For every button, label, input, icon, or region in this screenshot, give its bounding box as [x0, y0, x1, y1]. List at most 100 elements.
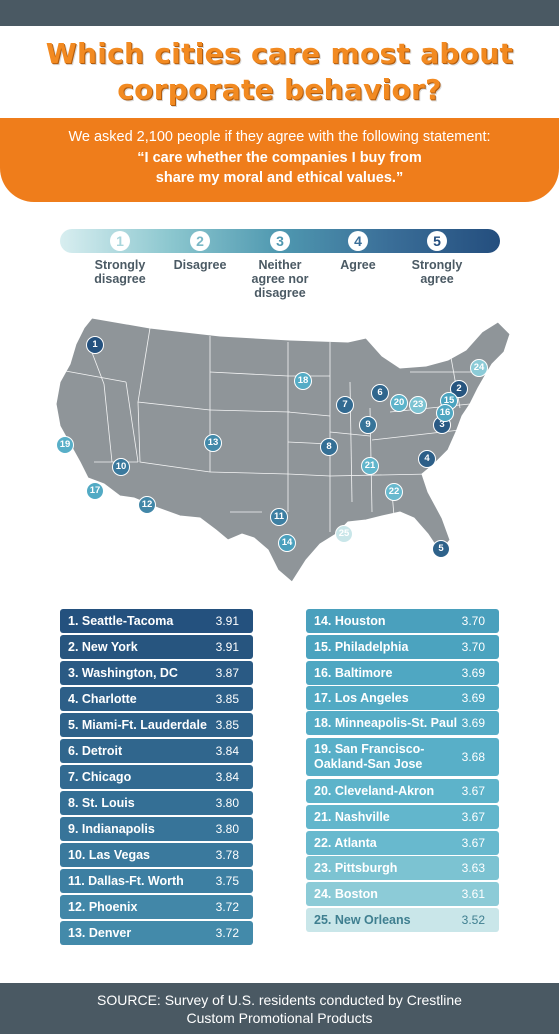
ranking-row-4: 4. Charlotte 3.85	[60, 687, 253, 711]
scale-label-4: Agree	[340, 258, 376, 272]
ranking-city-4: 4. Charlotte	[68, 692, 137, 706]
ranking-city-23: 23. Pittsburgh	[314, 861, 398, 875]
ranking-row-23: 23. Pittsburgh 3.63	[306, 856, 499, 880]
ranking-score-14: 3.70	[461, 614, 485, 628]
ranking-score-2: 3.91	[215, 640, 239, 654]
ranking-score-9: 3.80	[215, 822, 239, 836]
map-pin-10: 10	[112, 458, 130, 476]
us-map-shape	[55, 317, 511, 583]
title-line-1: Which cities care most about	[45, 37, 514, 70]
ranking-city-21: 21. Nashville	[314, 810, 390, 824]
ranking-city-10: 10. Las Vegas	[68, 848, 151, 862]
title-line-2: corporate behavior?	[117, 73, 442, 106]
ranking-city-11: 11. Dallas-Ft. Worth	[68, 874, 184, 888]
map-pin-16: 16	[436, 404, 454, 422]
map-pin-20: 20	[390, 394, 408, 412]
ranking-score-8: 3.80	[215, 796, 239, 810]
ranking-score-10: 3.78	[215, 848, 239, 862]
ranking-score-25: 3.52	[461, 913, 485, 927]
scale-number-4: 4	[348, 231, 368, 251]
ranking-row-5: 5. Miami-Ft. Lauderdale 3.85	[60, 713, 253, 737]
map-pin-8: 8	[320, 438, 338, 456]
map-pin-13: 13	[204, 434, 222, 452]
source-line-2: Custom Promotional Products	[186, 1010, 373, 1026]
scale-number-2: 2	[190, 231, 210, 251]
map-pin-9: 9	[359, 416, 377, 434]
survey-quote: “I care whether the companies I buy from…	[0, 148, 559, 188]
scale-number-3: 3	[270, 231, 290, 251]
ranking-row-3: 3. Washington, DC 3.87	[60, 661, 253, 685]
ranking-city-2: 2. New York	[68, 640, 138, 654]
ranking-city-9: 9. Indianapolis	[68, 822, 155, 836]
ranking-city-15: 15. Philadelphia	[314, 640, 409, 654]
ranking-score-13: 3.72	[215, 926, 239, 940]
ranking-row-11: 11. Dallas-Ft. Worth 3.75	[60, 869, 253, 893]
ranking-score-23: 3.63	[461, 861, 485, 875]
ranking-row-8: 8. St. Louis 3.80	[60, 791, 253, 815]
map-pin-23: 23	[409, 396, 427, 414]
ranking-row-18: 18. Minneapolis-St. Paul 3.69	[306, 711, 499, 735]
ranking-city-6: 6. Detroit	[68, 744, 123, 758]
map-pin-24: 24	[470, 359, 488, 377]
page-title: Which cities care most about corporate b…	[0, 36, 559, 108]
ranking-score-1: 3.91	[215, 614, 239, 628]
map-pin-6: 6	[371, 384, 389, 402]
ranking-score-22: 3.67	[461, 836, 485, 850]
ranking-city-25: 25. New Orleans	[314, 913, 411, 927]
ranking-row-9: 9. Indianapolis 3.80	[60, 817, 253, 841]
ranking-row-16: 16. Baltimore 3.69	[306, 661, 499, 685]
ranking-score-16: 3.69	[461, 666, 485, 680]
map-pin-7: 7	[336, 396, 354, 414]
ranking-row-24: 24. Boston 3.61	[306, 882, 499, 906]
quote-line-1: “I care whether the companies I buy from	[137, 150, 422, 166]
ranking-row-1: 1. Seattle-Tacoma 3.91	[60, 609, 253, 633]
ranking-score-3: 3.87	[215, 666, 239, 680]
ranking-score-15: 3.70	[461, 640, 485, 654]
ranking-row-25: 25. New Orleans 3.52	[306, 908, 499, 932]
source-line-1: SOURCE: Survey of U.S. residents conduct…	[97, 992, 462, 1008]
scale-label-3: Neither agree nor disagree	[251, 258, 309, 300]
ranking-score-12: 3.72	[215, 900, 239, 914]
scale-number-1: 1	[110, 231, 130, 251]
ranking-row-12: 12. Phoenix 3.72	[60, 895, 253, 919]
ranking-city-16: 16. Baltimore	[314, 666, 393, 680]
us-map: 1 2 3 4 5 6 7 8 9 10 11 12 13 14 15 16 1…	[30, 312, 550, 592]
ranking-city-14: 14. Houston	[314, 614, 386, 628]
ranking-row-17: 17. Los Angeles 3.69	[306, 686, 499, 710]
ranking-score-17: 3.69	[461, 691, 485, 705]
ranking-row-20: 20. Cleveland-Akron 3.67	[306, 779, 499, 803]
ranking-score-18: 3.69	[461, 716, 485, 730]
ranking-city-13: 13. Denver	[68, 926, 132, 940]
ranking-city-5: 5. Miami-Ft. Lauderdale	[68, 718, 207, 732]
scale-label-2: Disagree	[173, 258, 227, 272]
ranking-score-11: 3.75	[215, 874, 239, 888]
map-pin-18: 18	[294, 372, 312, 390]
map-pin-12: 12	[138, 496, 156, 514]
ranking-city-19: 19. San Francisco-Oakland-San Jose	[314, 742, 425, 771]
top-bar	[0, 0, 559, 26]
ranking-city-8: 8. St. Louis	[68, 796, 135, 810]
scale-number-5: 5	[427, 231, 447, 251]
map-pin-14: 14	[278, 534, 296, 552]
map-pin-19: 19	[56, 436, 74, 454]
ranking-row-2: 2. New York 3.91	[60, 635, 253, 659]
ranking-row-13: 13. Denver 3.72	[60, 921, 253, 945]
quote-line-2: share my moral and ethical values.”	[155, 170, 404, 186]
ranking-score-20: 3.67	[461, 784, 485, 798]
ranking-score-5: 3.85	[215, 718, 239, 732]
ranking-row-7: 7. Chicago 3.84	[60, 765, 253, 789]
map-pin-21: 21	[361, 457, 379, 475]
map-pin-11: 11	[270, 508, 288, 526]
ranking-city-20: 20. Cleveland-Akron	[314, 784, 435, 798]
source-footer: SOURCE: Survey of U.S. residents conduct…	[0, 983, 559, 1034]
ranking-score-19: 3.68	[461, 750, 485, 764]
ranking-city-7: 7. Chicago	[68, 770, 132, 784]
ranking-city-24: 24. Boston	[314, 887, 378, 901]
ranking-score-6: 3.84	[215, 744, 239, 758]
map-pin-4: 4	[418, 450, 436, 468]
ranking-city-1: 1. Seattle-Tacoma	[68, 614, 174, 628]
map-pin-1: 1	[86, 336, 104, 354]
ranking-city-3: 3. Washington, DC	[68, 666, 178, 680]
survey-intro: We asked 2,100 people if they agree with…	[68, 129, 491, 145]
ranking-score-21: 3.67	[461, 810, 485, 824]
